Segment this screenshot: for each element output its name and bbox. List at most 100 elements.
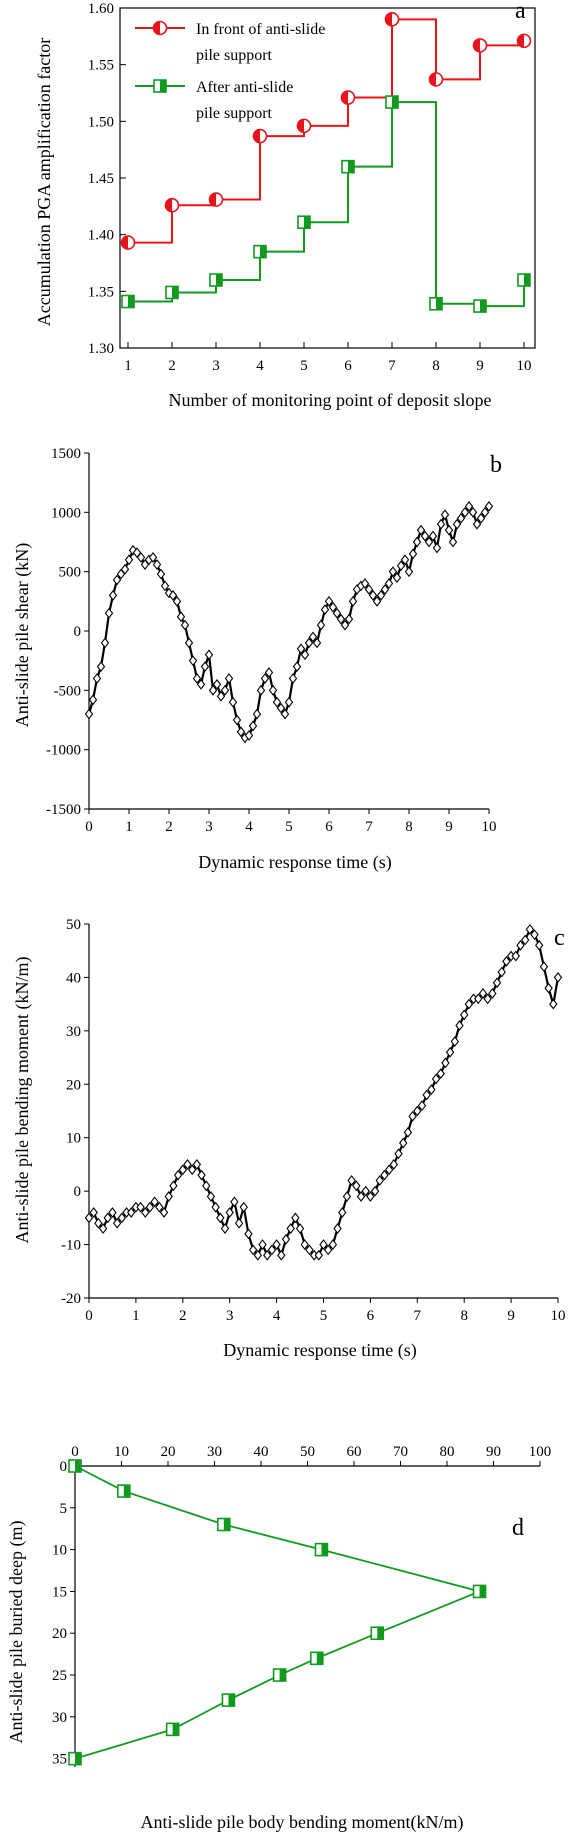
data-point xyxy=(120,563,130,575)
y-tick-label: 20 xyxy=(52,1626,67,1642)
panel-a-ylabel: Accumulation PGA amplification factor xyxy=(34,38,54,326)
data-point xyxy=(84,708,94,720)
x-tick-label: 6 xyxy=(367,1308,375,1324)
data-point xyxy=(376,590,386,601)
series-line-1 xyxy=(128,101,525,308)
data-point xyxy=(152,559,162,570)
data-point xyxy=(440,509,450,521)
data-point xyxy=(309,1651,324,1666)
data-point xyxy=(342,1191,352,1202)
data-point xyxy=(420,530,430,542)
panel-c-ylabel: Anti-slide pile bending moment (kN/m) xyxy=(12,957,33,1244)
data-point xyxy=(121,294,135,309)
x-tick-label: 5 xyxy=(300,358,308,374)
panel-b: -1500 -1000 -500 0 500 1000 1500 0 1 2 3 4 5 6 7 8 9 10 A… xyxy=(12,446,502,873)
x-tick-label: 2 xyxy=(179,1308,187,1324)
panel-b-xlabel: Dynamic response time (s) xyxy=(198,852,391,873)
data-point xyxy=(232,714,242,726)
data-point xyxy=(100,637,110,649)
panel-d-series xyxy=(68,1459,487,1766)
data-point xyxy=(206,1191,216,1202)
panel-a-letter: a xyxy=(515,0,526,24)
data-point xyxy=(431,1073,441,1085)
data-point xyxy=(444,524,454,536)
x-tick-label: 2 xyxy=(168,358,176,374)
y-tick-label: -1000 xyxy=(46,743,81,759)
data-point xyxy=(366,1191,375,1202)
data-point xyxy=(460,1009,469,1021)
series-line-0 xyxy=(128,18,525,244)
data-point xyxy=(517,273,531,287)
data-point xyxy=(525,923,535,935)
data-point xyxy=(173,1169,183,1181)
y-tick-label: 500 xyxy=(59,565,82,581)
data-point xyxy=(156,568,166,580)
y-tick-label: 10 xyxy=(66,1131,81,1147)
data-point xyxy=(165,285,179,300)
x-tick-label: 2 xyxy=(165,819,173,835)
data-point xyxy=(108,590,118,601)
data-point xyxy=(267,1244,277,1256)
data-point xyxy=(304,637,314,649)
panel-d-axes: 0 5 10 15 20 25 30 35 0 10 20 30 40 50 60 70 80 90 100 xyxy=(52,1444,551,1768)
y-tick-label: 1.30 xyxy=(88,341,114,357)
data-point xyxy=(188,655,198,667)
x-tick-label: 6 xyxy=(325,819,333,835)
data-point xyxy=(472,518,482,530)
data-point xyxy=(88,694,98,706)
data-point xyxy=(404,566,414,578)
panel-b-ylabel: Anti-slide pile shear (kN) xyxy=(12,543,33,727)
data-point xyxy=(314,1542,329,1557)
x-tick-label: 3 xyxy=(226,1308,234,1324)
data-point xyxy=(168,590,178,601)
data-point xyxy=(384,578,394,589)
data-point xyxy=(347,1175,356,1186)
data-point xyxy=(272,1239,281,1250)
data-point xyxy=(394,1148,403,1160)
data-point xyxy=(220,684,230,696)
data-point xyxy=(436,1068,445,1079)
data-point xyxy=(98,1223,108,1234)
data-point xyxy=(427,1084,436,1096)
data-point xyxy=(112,574,122,586)
data-point xyxy=(209,273,223,287)
data-point xyxy=(340,90,356,105)
data-point xyxy=(464,501,474,512)
data-point xyxy=(336,613,346,625)
data-point xyxy=(68,1459,82,1473)
panel-d: 0 5 10 15 20 25 30 35 0 10 20 30 40 50 60 70 80 90 100 Ant… xyxy=(6,1444,551,1833)
data-point xyxy=(300,649,310,661)
x-tick-label: 0 xyxy=(71,1444,79,1460)
y-tick-label: 5 xyxy=(60,1501,68,1517)
data-point xyxy=(468,506,478,518)
data-point xyxy=(112,1217,122,1229)
y-tick-label: 35 xyxy=(52,1752,67,1768)
data-point xyxy=(370,1185,380,1197)
data-point xyxy=(341,159,355,174)
data-point xyxy=(445,1046,455,1058)
x-tick-label: 60 xyxy=(347,1444,362,1460)
legend-label-after-1: After anti-slide xyxy=(196,79,293,96)
x-tick-label: 4 xyxy=(273,1308,281,1324)
data-point xyxy=(225,1207,234,1218)
data-point xyxy=(104,607,114,619)
data-point xyxy=(539,961,549,973)
x-tick-label: 1 xyxy=(132,1308,140,1324)
data-point xyxy=(94,1217,103,1229)
data-point xyxy=(217,1517,231,1532)
data-point xyxy=(484,501,494,512)
data-point xyxy=(178,1164,187,1176)
x-tick-label: 10 xyxy=(482,819,497,835)
data-point xyxy=(180,619,190,631)
panel-d-ylabel: Anti-slide pile buried deep (m) xyxy=(6,1521,27,1744)
data-point xyxy=(296,118,312,134)
data-point xyxy=(108,1207,117,1218)
data-point xyxy=(276,702,286,714)
data-point xyxy=(408,548,418,560)
data-point xyxy=(553,972,563,983)
data-point xyxy=(320,604,330,616)
data-point xyxy=(253,1249,263,1261)
data-point xyxy=(117,1484,131,1498)
data-point xyxy=(413,1105,422,1117)
data-point xyxy=(530,929,539,941)
